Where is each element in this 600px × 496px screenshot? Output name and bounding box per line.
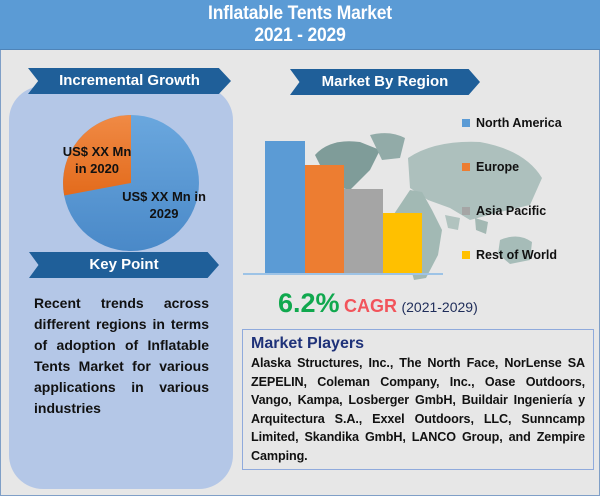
market-by-region-ribbon: Market By Region bbox=[290, 69, 480, 95]
market-players-list: Alaska Structures, Inc., The North Face,… bbox=[251, 356, 585, 463]
page-header: Inflatable Tents Market 2021 - 2029 bbox=[0, 0, 600, 50]
legend-swatch-icon bbox=[462, 119, 470, 127]
pie-label-2020: US$ XX Mn in 2020 bbox=[62, 144, 132, 176]
market-players-heading: Market Players bbox=[251, 335, 364, 352]
bar-asia-pacific bbox=[344, 189, 383, 273]
legend-swatch-icon bbox=[462, 163, 470, 171]
market-players-box: Market Players Alaska Structures, Inc., … bbox=[242, 329, 594, 470]
bar-europe bbox=[305, 165, 344, 273]
legend-north-america: North America bbox=[462, 116, 562, 130]
bar-chart-axis bbox=[243, 273, 443, 275]
bar-rest-of-world bbox=[383, 213, 422, 273]
bar-north-america bbox=[265, 141, 305, 273]
incremental-growth-heading: Incremental Growth bbox=[59, 72, 200, 89]
incremental-growth-ribbon: Incremental Growth bbox=[28, 68, 231, 94]
market-by-region-heading: Market By Region bbox=[321, 73, 449, 90]
cagr-value: 6.2% bbox=[278, 288, 340, 318]
cagr-label: CAGR bbox=[344, 296, 397, 316]
cagr-period: (2021-2029) bbox=[401, 299, 478, 315]
page-subtitle: 2021 - 2029 bbox=[254, 25, 346, 46]
legend-europe: Europe bbox=[462, 160, 519, 174]
cagr-line: 6.2% CAGR (2021-2029) bbox=[278, 288, 478, 319]
key-point-heading: Key Point bbox=[89, 256, 159, 273]
legend-swatch-icon bbox=[462, 207, 470, 215]
legend-swatch-icon bbox=[462, 251, 470, 259]
legend-asia-pacific: Asia Pacific bbox=[462, 204, 546, 218]
pie-slice-2020 bbox=[63, 115, 132, 196]
incremental-growth-pie bbox=[63, 115, 199, 251]
key-point-ribbon: Key Point bbox=[29, 252, 219, 278]
pie-label-2029: US$ XX Mn in 2029 bbox=[122, 189, 206, 221]
page-title: Inflatable Tents Market bbox=[208, 3, 392, 24]
legend-rest-of-world: Rest of World bbox=[462, 248, 557, 262]
key-point-text: Recent trends across different regions i… bbox=[34, 295, 209, 416]
